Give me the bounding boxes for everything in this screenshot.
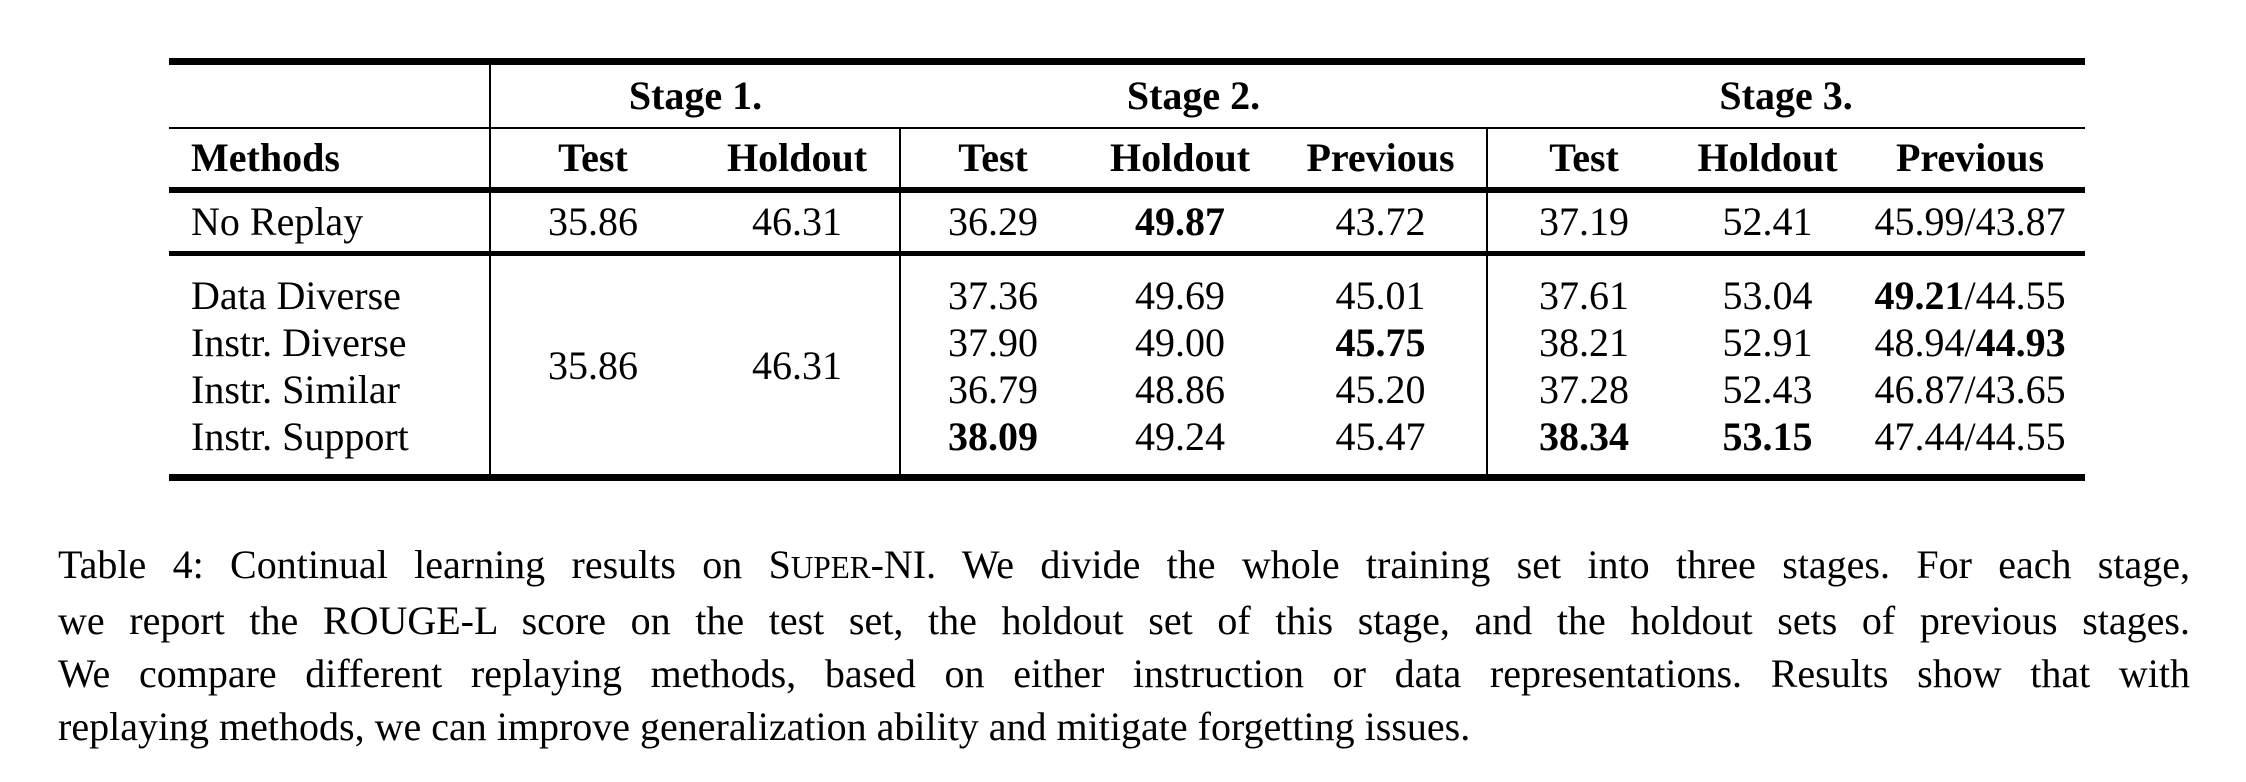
prev-value-1: 48.94 xyxy=(1874,320,1965,365)
caption-line-2: we report the ROUGE-L score on the test … xyxy=(58,598,2190,643)
cell-s3-previous: 45.99/43.87 xyxy=(1855,189,2086,256)
prev-separator: / xyxy=(1964,367,1976,412)
prev-value-2: 44.55 xyxy=(1975,273,2066,318)
cell-s3-holdout: 53.04 xyxy=(1722,273,1813,318)
prev-value-1: 45.99 xyxy=(1874,199,1965,245)
table-caption: Table 4: Continual learning results on S… xyxy=(58,538,2190,753)
method-cell: No Replay xyxy=(169,189,490,256)
results-table-container: Stage 1. Stage 2. Stage 3. Methods Test … xyxy=(169,58,2086,481)
prev-value-2: 43.65 xyxy=(1975,367,2066,412)
stage-header-row: Stage 1. Stage 2. Stage 3. xyxy=(169,61,2086,129)
s2-test-header: Test xyxy=(899,127,1086,193)
stage2-header: Stage 2. xyxy=(900,61,1488,129)
prev-separator: / xyxy=(1964,199,1976,245)
row-no-replay: No Replay 35.86 46.31 36.29 49.87 43.72 … xyxy=(169,189,2086,256)
cell-s2-test: 37.36 xyxy=(899,253,1086,319)
s3-holdout-header: Holdout xyxy=(1680,127,1856,193)
s1-holdout-header: Holdout xyxy=(695,127,901,193)
cell-s1-holdout-shared: 46.31 xyxy=(752,342,842,388)
cell-s3-holdout: 53.15 xyxy=(1722,414,1813,459)
stage1-header: Stage 1. xyxy=(488,61,901,129)
cell-s2-previous: 45.20 xyxy=(1335,367,1426,412)
cell-s3-test: 37.19 xyxy=(1486,189,1681,256)
cell-s2-test: 36.29 xyxy=(899,189,1086,256)
method-cell: Instr. Support xyxy=(191,414,409,459)
prev-value-2: 44.55 xyxy=(1975,414,2066,459)
cell-s3-holdout: 52.43 xyxy=(1722,367,1813,412)
caption-text: Table 4: Continual learning results on S xyxy=(58,542,791,587)
row-instr-diverse: Instr. Diverse 37.90 49.00 45.75 38.21 5… xyxy=(169,319,2085,366)
cell-s2-test: 37.90 xyxy=(899,319,1086,366)
cell-s1-holdout: 46.31 xyxy=(695,189,901,256)
cell-s2-holdout: 49.69 xyxy=(1135,273,1226,318)
methods-header: Methods xyxy=(169,127,490,193)
cell-s3-holdout: 52.41 xyxy=(1680,189,1856,256)
prev-value-1: 49.21 xyxy=(1874,273,1965,318)
cell-s2-holdout: 49.87 xyxy=(1085,189,1276,256)
cell-s2-holdout: 48.86 xyxy=(1135,367,1226,412)
caption-line-1: Table 4: Continual learning results on S… xyxy=(58,538,2190,594)
s2-previous-header: Previous xyxy=(1275,127,1488,193)
s1-test-header: Test xyxy=(489,127,695,193)
prev-value-1: 47.44 xyxy=(1874,414,1965,459)
cell-s2-previous: 45.75 xyxy=(1335,320,1426,365)
cell-s1-test: 35.86 xyxy=(489,189,695,256)
cell-s3-test: 38.34 xyxy=(1486,413,1681,478)
row-data-diverse: Data Diverse 35.86 46.31 37.36 49.69 45.… xyxy=(169,253,2085,478)
row-instr-similar: Instr. Similar 36.79 48.86 45.20 37.28 5… xyxy=(169,366,2085,413)
caption-line-3: We compare different replaying methods, … xyxy=(58,651,2190,696)
cell-s3-test: 37.61 xyxy=(1486,253,1681,319)
cell-s2-previous: 43.72 xyxy=(1275,189,1488,256)
continual-learning-results-table: Stage 1. Stage 2. Stage 3. Methods Test … xyxy=(169,58,2086,481)
cell-s2-previous: 45.01 xyxy=(1335,273,1426,318)
cell-s3-previous: 47.44/44.55 xyxy=(1855,413,2085,478)
empty-corner-cell xyxy=(169,61,490,129)
cell-s2-previous: 45.47 xyxy=(1335,414,1426,459)
caption-text: -NI. We divide the whole training set in… xyxy=(870,542,2190,587)
prev-value-2: 43.87 xyxy=(1975,199,2066,245)
caption-line-4: replaying methods, we can improve genera… xyxy=(58,704,1471,749)
cell-s3-holdout: 52.91 xyxy=(1722,320,1813,365)
cell-s3-previous: 49.21/44.55 xyxy=(1855,254,2085,320)
cell-s3-previous: 46.87/43.65 xyxy=(1855,366,2085,413)
s2-holdout-header: Holdout xyxy=(1085,127,1276,193)
cell-s3-test: 38.21 xyxy=(1486,319,1681,366)
cell-s1-test-shared: 35.86 xyxy=(489,253,695,478)
prev-separator: / xyxy=(1964,320,1976,365)
cell-s2-holdout: 49.24 xyxy=(1135,414,1226,459)
caption-smallcaps: UPER xyxy=(790,550,871,585)
cell-s2-test: 36.79 xyxy=(899,366,1086,413)
method-cell: Instr. Similar xyxy=(191,367,400,412)
s3-test-header: Test xyxy=(1486,127,1681,193)
row-instr-support: Instr. Support 38.09 49.24 45.47 38.34 5… xyxy=(169,413,2085,478)
s3-previous-header: Previous xyxy=(1855,127,2086,193)
method-cell: Data Diverse xyxy=(191,273,401,318)
prev-separator: / xyxy=(1964,414,1976,459)
prev-value-1: 46.87 xyxy=(1874,367,1965,412)
column-header-row: Methods Test Holdout Test Holdout Previo… xyxy=(169,127,2086,193)
cell-s3-test: 37.28 xyxy=(1486,366,1681,413)
prev-value-2: 44.93 xyxy=(1975,320,2066,365)
prev-separator: / xyxy=(1964,273,1976,318)
cell-s2-holdout: 49.00 xyxy=(1135,320,1226,365)
stage3-header: Stage 3. xyxy=(1487,61,2086,129)
cell-s3-previous: 48.94/44.93 xyxy=(1855,319,2085,366)
method-cell: Instr. Diverse xyxy=(191,320,407,365)
cell-s2-test: 38.09 xyxy=(899,413,1086,478)
